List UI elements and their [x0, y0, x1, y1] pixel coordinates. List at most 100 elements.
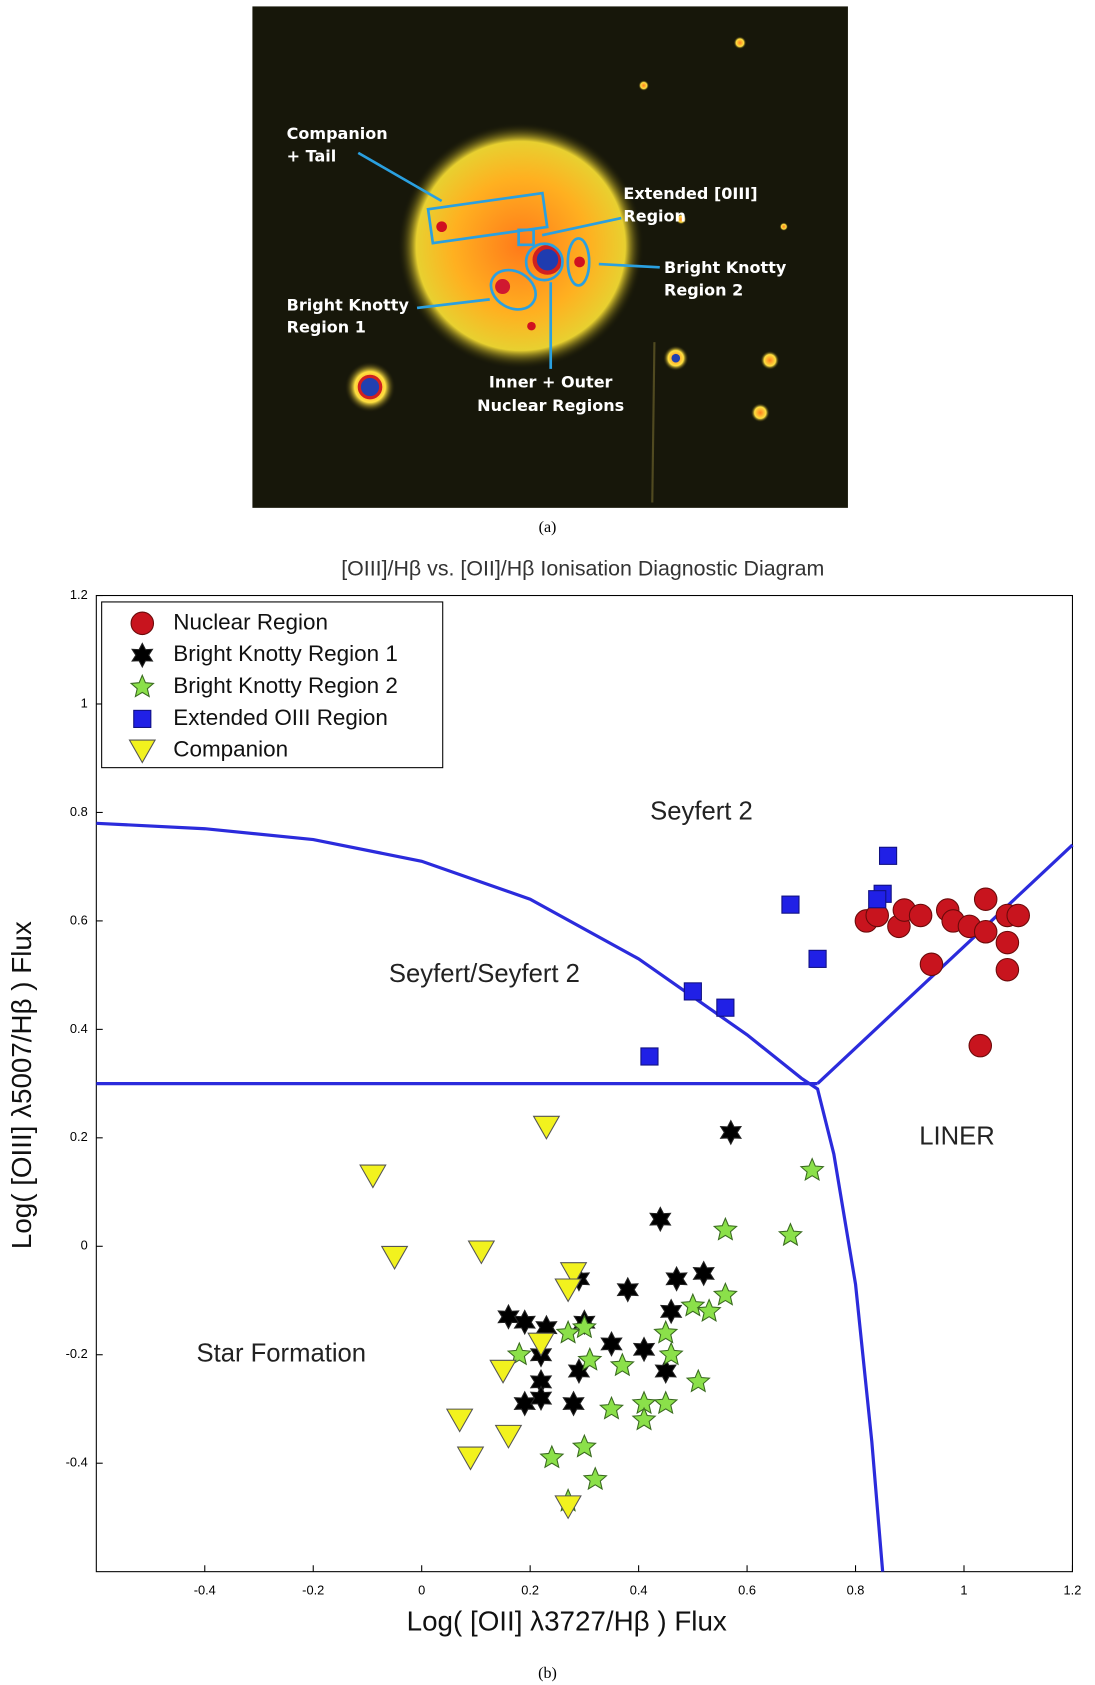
point — [445, 1408, 474, 1433]
point — [712, 1216, 738, 1241]
region-label: Seyfert/Seyfert 2 — [389, 960, 580, 988]
image-label: Inner + Outer — [489, 372, 613, 391]
galaxy-image — [252, 6, 848, 508]
x-tick-label: 0.4 — [630, 1582, 648, 1597]
point — [868, 890, 887, 909]
point — [973, 887, 998, 911]
point — [532, 1115, 561, 1140]
point — [658, 1341, 684, 1366]
point — [527, 1332, 555, 1357]
point — [649, 1206, 672, 1233]
point — [571, 1433, 597, 1458]
point — [506, 1341, 532, 1366]
legend-marker — [131, 642, 154, 669]
point — [559, 1262, 588, 1287]
point — [878, 846, 898, 865]
image-label: Bright Knotty — [287, 295, 410, 314]
point — [539, 1444, 565, 1469]
point — [659, 1298, 683, 1325]
point — [683, 982, 702, 1001]
point — [653, 1319, 679, 1344]
point — [456, 1446, 485, 1471]
point — [554, 1278, 582, 1303]
boundary-line — [816, 843, 1074, 1085]
image-label: + Tail — [287, 147, 337, 166]
point — [908, 903, 933, 928]
x-tick-label: 0.6 — [738, 1582, 756, 1597]
y-tick-label: 0.4 — [70, 1021, 88, 1036]
point — [696, 1298, 722, 1322]
point — [919, 952, 944, 977]
legend-marker — [133, 709, 152, 728]
point — [555, 1319, 581, 1344]
image-label: Bright Knotty — [664, 258, 787, 277]
point — [554, 1495, 582, 1520]
caption: (b) — [538, 1665, 557, 1682]
y-tick-label: 1.2 — [70, 587, 88, 602]
point — [973, 919, 998, 944]
point — [685, 1368, 711, 1393]
legend-label: Extended OIII Region — [173, 705, 388, 730]
point — [571, 1314, 597, 1339]
legend-label: Bright Knotty Region 1 — [173, 641, 398, 666]
point — [799, 1157, 825, 1181]
caption: (a) — [539, 519, 557, 536]
point — [995, 930, 1020, 955]
chart-title: [OIII]/Hβ vs. [OII]/Hβ Ionisation Diagno… — [341, 557, 824, 581]
x-tick-label: 1 — [960, 1582, 967, 1597]
y-tick-label: 0.2 — [70, 1129, 88, 1144]
point — [777, 1222, 803, 1247]
x-axis-label: Log( [OII] λ3727/Hβ ) Flux — [407, 1605, 727, 1636]
point — [680, 1292, 706, 1317]
y-tick-label: -0.2 — [66, 1346, 88, 1361]
point — [631, 1406, 657, 1431]
point — [995, 957, 1020, 982]
point — [616, 1276, 639, 1303]
legend-marker — [130, 611, 155, 636]
image-label: Region 2 — [664, 280, 743, 299]
point — [781, 895, 800, 914]
y-axis-label: Log( [OIII] λ5007/Hβ ) Flux — [6, 921, 37, 1249]
legend-label: Nuclear Region — [173, 609, 328, 634]
point — [489, 1359, 517, 1384]
point — [1006, 903, 1030, 928]
point — [494, 1424, 523, 1449]
image-label: Extended [0III] — [623, 184, 757, 203]
point — [359, 1164, 387, 1189]
x-tick-label: 0.8 — [847, 1582, 865, 1597]
image-label: Companion — [287, 124, 388, 143]
point — [808, 949, 827, 968]
x-tick-label: 0 — [418, 1582, 425, 1597]
point — [513, 1309, 536, 1336]
point — [968, 1033, 993, 1058]
point — [497, 1303, 520, 1330]
legend-label: Companion — [173, 737, 288, 762]
region-label: Seyfert 2 — [650, 797, 753, 825]
y-tick-label: 0 — [81, 1238, 88, 1253]
y-tick-label: -0.4 — [66, 1455, 88, 1470]
y-tick-label: 1 — [81, 695, 88, 710]
point — [719, 1119, 743, 1146]
region-label: Star Formation — [196, 1339, 366, 1367]
point — [529, 1385, 553, 1412]
point — [562, 1390, 585, 1417]
region-label: LINER — [919, 1122, 995, 1150]
point — [665, 1265, 688, 1292]
point — [632, 1336, 656, 1363]
x-tick-label: 1.2 — [1064, 1582, 1082, 1597]
point — [380, 1245, 409, 1270]
point — [653, 1390, 679, 1415]
image-labels: Companion + Tail Extended [0III] Region … — [287, 124, 787, 415]
x-tick-label: -0.2 — [302, 1582, 324, 1597]
point — [716, 998, 735, 1017]
x-tick-label: -0.4 — [194, 1582, 216, 1597]
point — [640, 1047, 659, 1066]
point — [600, 1330, 623, 1357]
point — [577, 1347, 603, 1371]
y-tick-label: 0.8 — [70, 804, 88, 819]
point — [654, 1358, 677, 1384]
point — [712, 1281, 738, 1306]
image-label: Region 1 — [287, 318, 366, 337]
x-tick-label: 0.2 — [521, 1582, 539, 1597]
